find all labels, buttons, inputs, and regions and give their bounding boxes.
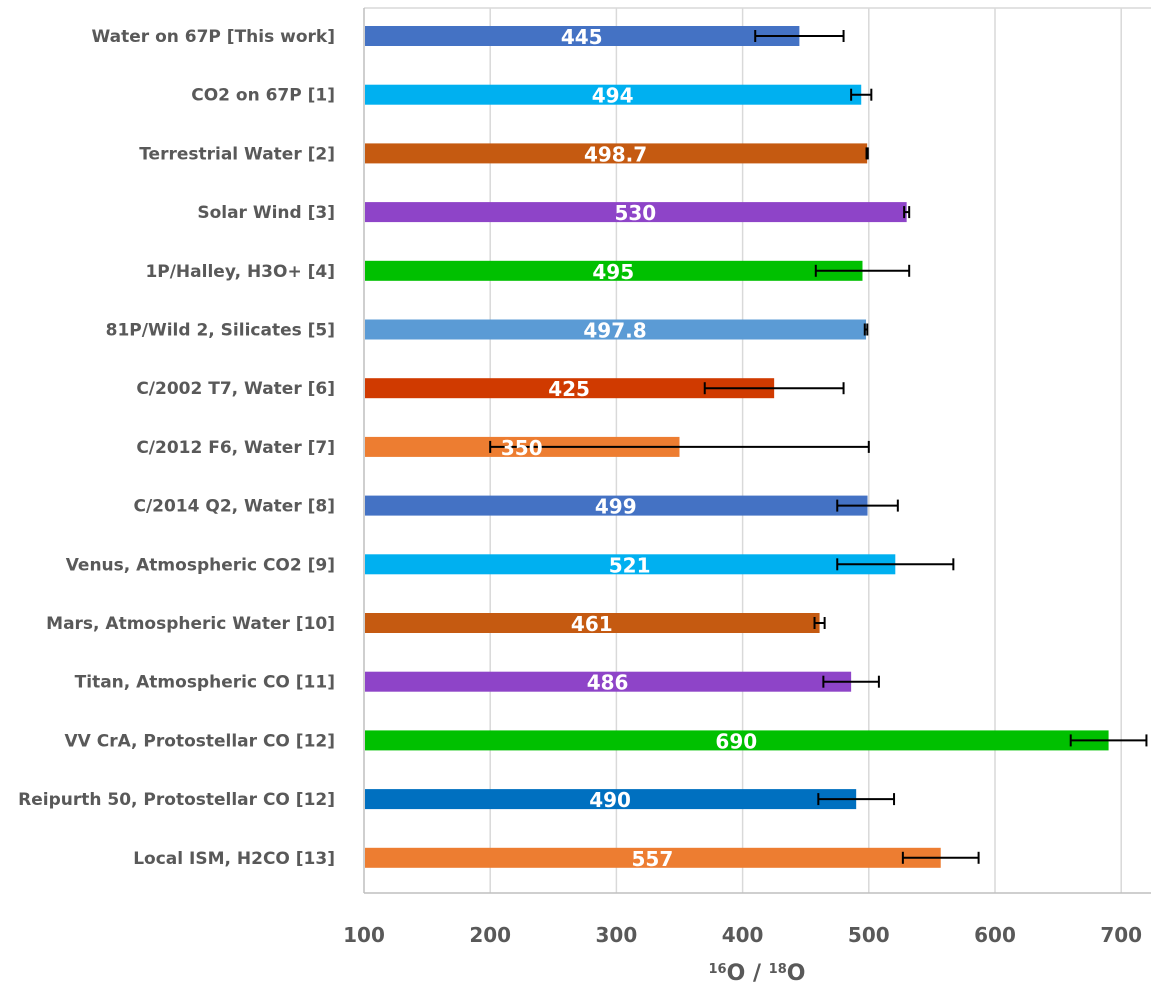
bar <box>365 613 820 633</box>
category-label: Reipurth 50, Protostellar CO [12] <box>18 790 335 810</box>
bar <box>365 554 896 575</box>
data-label: 690 <box>715 729 757 753</box>
category-label: Mars, Atmospheric Water [10] <box>46 614 335 634</box>
data-label: 498.7 <box>584 142 647 166</box>
x-axis-title-mass1: 16 <box>709 962 727 977</box>
data-label: 490 <box>589 788 631 812</box>
error-bar <box>813 617 826 629</box>
x-tick-label-300: 300 <box>596 923 638 947</box>
x-tick-label-100: 100 <box>343 923 385 947</box>
data-label: 461 <box>571 612 613 636</box>
category-label: Titan, Atmospheric CO [11] <box>75 673 335 693</box>
x-axis-title-mass2: 18 <box>769 962 787 977</box>
x-axis-title-elem1: O <box>727 961 746 986</box>
data-label: 350 <box>501 436 543 460</box>
error-bar <box>754 30 845 42</box>
x-axis-title-separator: / <box>745 961 768 986</box>
data-label: 425 <box>548 377 590 401</box>
error-bar <box>703 382 845 395</box>
data-label: 494 <box>592 84 634 108</box>
x-tick-labels: 100 200 300 400 500 600 700 <box>343 923 1142 947</box>
x-tick-label-700: 700 <box>1100 923 1142 947</box>
bar <box>365 26 800 46</box>
bar <box>365 378 775 399</box>
category-label: C/2002 T7, Water [6] <box>136 379 335 399</box>
data-label: 497.8 <box>583 319 646 343</box>
bar <box>365 730 1109 751</box>
category-label: VV CrA, Protostellar CO [12] <box>64 731 335 751</box>
x-tick-label-600: 600 <box>974 923 1016 947</box>
category-label: Terrestrial Water [2] <box>139 144 335 164</box>
x-tick-label-500: 500 <box>848 923 890 947</box>
error-bar <box>1069 734 1148 747</box>
data-label: 530 <box>614 201 656 225</box>
bar <box>365 847 941 868</box>
error-bar <box>817 793 896 806</box>
bar <box>365 260 863 281</box>
category-label: 1P/Halley, H3O+ [4] <box>145 262 335 282</box>
error-bar <box>822 675 880 688</box>
data-label: 557 <box>631 847 673 871</box>
bar <box>365 143 868 164</box>
error-bar <box>489 440 870 453</box>
category-label: C/2014 Q2, Water [8] <box>133 497 335 517</box>
category-label: CO2 on 67P [1] <box>191 86 335 106</box>
category-labels: Water on 67P [This work] CO2 on 67P [1] Te… <box>18 27 335 869</box>
error-bar <box>901 851 980 864</box>
x-axis-title-elem2: O <box>787 961 806 986</box>
bar <box>365 202 907 223</box>
error-bar <box>836 558 955 571</box>
category-label: Venus, Atmospheric CO2 [9] <box>66 555 335 575</box>
data-label: 499 <box>595 495 637 519</box>
error-bar <box>863 323 869 336</box>
data-labels: 445 494 498.7 530 495 497.8 425 350 499 521 461 486… <box>501 25 757 871</box>
error-bar <box>836 499 899 512</box>
bar <box>365 84 862 105</box>
category-label: Solar Wind [3] <box>197 203 335 223</box>
bars <box>365 26 1109 868</box>
category-label: Local ISM, H2CO [13] <box>133 849 335 869</box>
bar <box>365 495 868 516</box>
data-label: 445 <box>561 25 603 49</box>
category-label: 81P/Wild 2, Silicates [5] <box>106 321 335 341</box>
bar <box>365 319 867 340</box>
data-label: 495 <box>592 260 634 284</box>
error-bar <box>865 147 869 160</box>
error-bars <box>489 30 1148 864</box>
error-bar <box>850 88 873 101</box>
category-label: Water on 67P [This work] <box>92 27 336 47</box>
bar <box>365 671 852 692</box>
bar <box>365 789 857 810</box>
error-bar <box>814 264 911 277</box>
x-axis-title: 16O / 18O <box>709 961 806 986</box>
error-bar <box>903 206 911 219</box>
data-label: 486 <box>587 671 629 695</box>
x-tick-label-200: 200 <box>469 923 511 947</box>
data-label: 521 <box>609 553 651 577</box>
category-label: C/2012 F6, Water [7] <box>136 438 335 458</box>
x-tick-label-400: 400 <box>722 923 764 947</box>
